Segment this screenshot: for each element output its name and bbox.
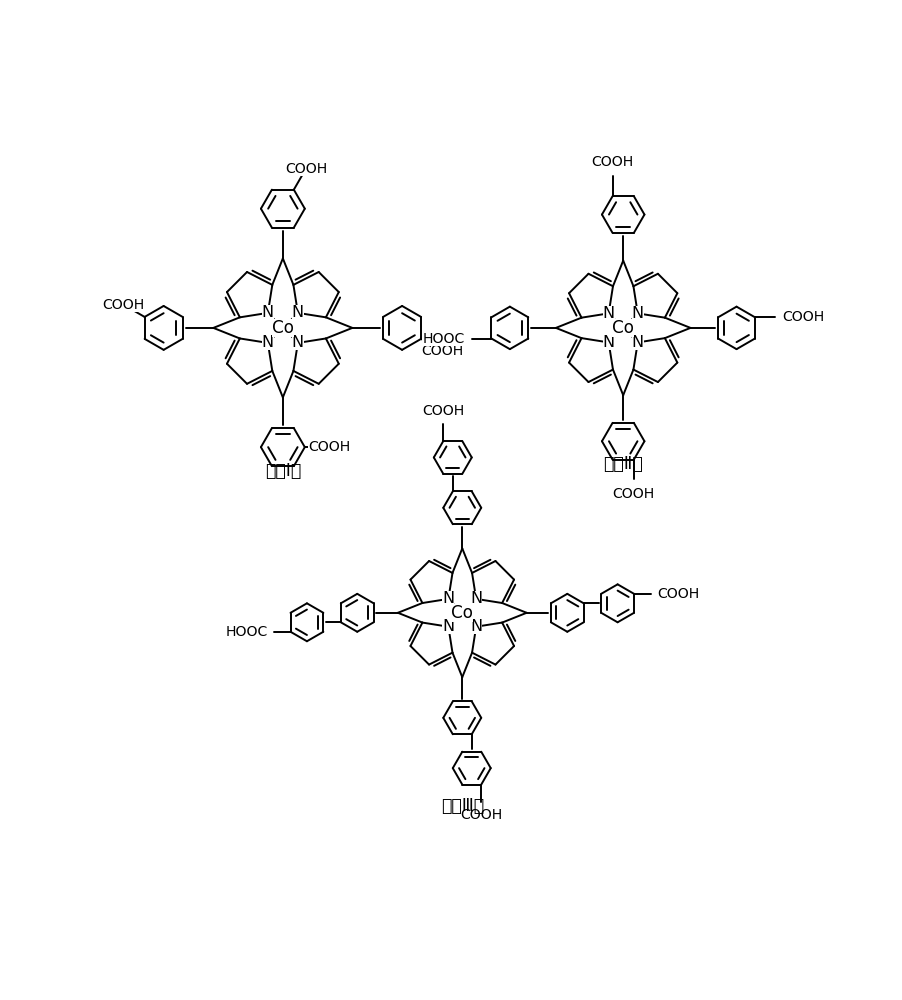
Text: N: N: [603, 335, 615, 350]
Text: Co: Co: [451, 604, 474, 622]
Text: COOH: COOH: [103, 298, 145, 312]
Text: 式（Ⅲ）: 式（Ⅲ）: [441, 797, 483, 815]
Text: COOH: COOH: [657, 587, 699, 601]
Text: HOOC: HOOC: [226, 625, 268, 639]
Text: 式（Ⅰ）: 式（Ⅰ）: [265, 462, 301, 480]
Text: COOH: COOH: [592, 155, 634, 169]
Text: N: N: [470, 591, 483, 606]
Text: N: N: [470, 619, 483, 634]
Text: N: N: [292, 335, 304, 350]
Text: COOH: COOH: [285, 162, 327, 176]
Text: COOH: COOH: [422, 404, 465, 418]
Text: COOH: COOH: [308, 440, 350, 454]
Text: Co: Co: [272, 319, 294, 337]
Text: N: N: [631, 306, 644, 321]
Text: COOH: COOH: [460, 808, 502, 822]
Text: COOH: COOH: [782, 310, 824, 324]
Text: N: N: [442, 591, 455, 606]
Text: N: N: [442, 619, 455, 634]
Text: N: N: [262, 305, 274, 320]
Text: Co: Co: [612, 319, 634, 337]
Text: 式（Ⅱ）: 式（Ⅱ）: [603, 455, 643, 473]
Text: N: N: [262, 335, 274, 350]
Text: HOOC: HOOC: [422, 332, 465, 346]
Text: N: N: [631, 335, 644, 350]
Text: N: N: [292, 305, 304, 320]
Text: COOH: COOH: [612, 487, 655, 501]
Text: N: N: [603, 306, 615, 321]
Text: COOH: COOH: [421, 344, 463, 358]
